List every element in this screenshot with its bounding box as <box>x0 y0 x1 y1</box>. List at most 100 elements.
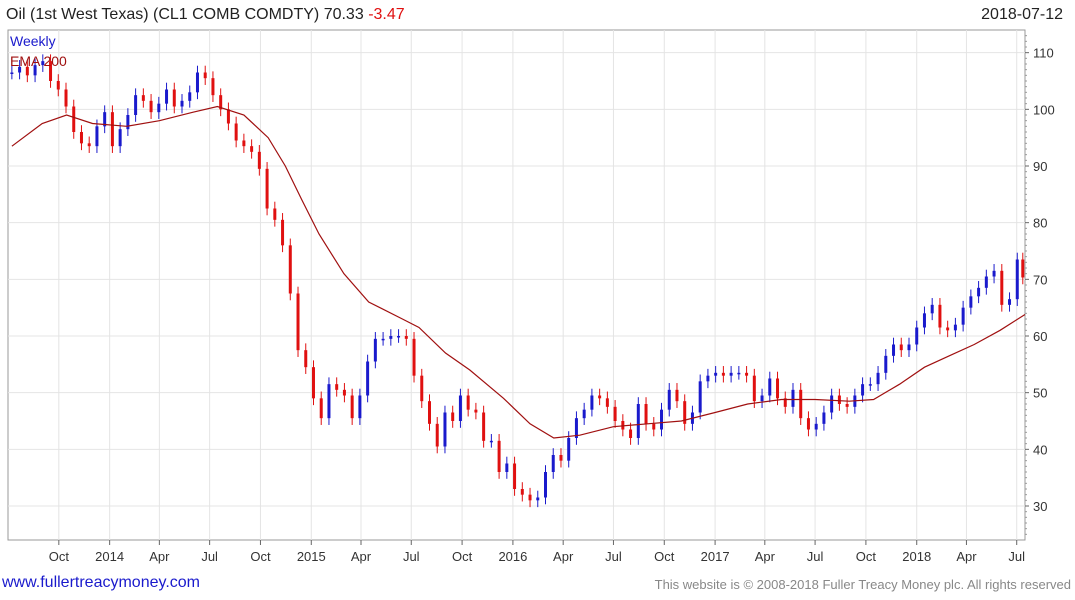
price-bar-body <box>358 395 362 419</box>
y-tick-label: 110 <box>1033 46 1054 61</box>
price-bar-body <box>435 423 439 447</box>
price-bar-body <box>273 208 277 220</box>
price-bar-body <box>56 81 60 90</box>
price-bar-body <box>458 395 462 421</box>
price-bar-body <box>203 72 207 79</box>
price-bar-body <box>188 92 192 101</box>
price-bar-body <box>64 89 68 107</box>
price-bar-body <box>10 72 14 74</box>
price-bar-body <box>783 398 787 407</box>
price-bar-body <box>87 143 91 147</box>
price-bar-body <box>544 472 548 498</box>
price-bar-body <box>660 409 664 430</box>
price-bar-body <box>667 389 671 410</box>
price-bar-body <box>706 375 710 382</box>
price-bar-body <box>33 65 37 76</box>
x-tick-label: 2015 <box>297 549 326 564</box>
y-tick-label: 80 <box>1033 216 1047 231</box>
price-bar-body <box>118 129 122 147</box>
price-bar-body <box>776 378 780 399</box>
x-tick-label: Jul <box>807 549 824 564</box>
price-bar-body <box>234 123 238 141</box>
price-bar-body <box>18 66 22 73</box>
price-bar-body <box>250 146 254 152</box>
y-tick-label: 40 <box>1033 442 1047 457</box>
price-bar-body <box>884 355 888 373</box>
x-tick-label: Oct <box>856 549 877 564</box>
price-bar-body <box>482 412 486 441</box>
price-bar-body <box>621 421 625 430</box>
price-bar-body <box>420 375 424 402</box>
legend-ema-200: EMA 200 <box>10 53 67 69</box>
price-bar-body <box>342 389 346 396</box>
price-bar-body <box>165 89 169 104</box>
x-tick-label: 2016 <box>498 549 527 564</box>
price-bar-body <box>219 95 223 110</box>
price-bar-body <box>25 66 29 76</box>
last-price: 70.33 <box>323 6 364 23</box>
price-bar-body <box>180 100 184 107</box>
x-tick-label: Jul <box>403 549 420 564</box>
price-bar-body <box>567 438 571 461</box>
plot-area <box>7 29 1026 541</box>
price-bar-body <box>598 395 602 399</box>
x-tick-label: Oct <box>452 549 473 564</box>
price-bar-body <box>915 327 919 345</box>
price-bar-body <box>79 132 83 144</box>
x-tick-label: 2017 <box>701 549 730 564</box>
price-chart: 30 40 50 60 70 80 90 100 110 Oct 2014 Apr Jul Oct 2015… <box>7 29 1055 564</box>
website-link[interactable]: www.fullertreacymoney.com <box>2 574 200 591</box>
price-bar-body <box>397 336 401 338</box>
price-bar-body <box>605 398 609 407</box>
price-bar-body <box>489 440 493 443</box>
price-bar-body <box>319 398 323 419</box>
price-bar-body <box>49 61 53 81</box>
x-tick-label: Oct <box>49 549 70 564</box>
chart-date: 2018-07-12 <box>981 6 1063 23</box>
price-bar-body <box>961 307 965 325</box>
x-tick-label: Apr <box>755 549 776 564</box>
price-bar-body <box>652 423 656 430</box>
price-bar-body <box>892 344 896 356</box>
price-bar-body <box>296 293 300 351</box>
price-bar-body <box>1000 270 1004 305</box>
price-bar-body <box>984 276 988 288</box>
copyright-notice: This website is © 2008-2018 Fuller Treac… <box>654 577 1071 592</box>
price-bar-body <box>714 372 718 376</box>
price-bar-body <box>582 409 586 419</box>
price-bar-body <box>389 336 393 339</box>
price-bar-body <box>837 395 841 404</box>
price-bar-body <box>72 106 76 132</box>
price-bar-body <box>814 423 818 430</box>
y-tick-label: 90 <box>1033 159 1047 174</box>
price-bar-body <box>806 418 810 430</box>
price-bar-body <box>226 109 230 124</box>
price-bar-body <box>613 406 617 421</box>
price-bar-body <box>157 103 161 113</box>
price-bar-body <box>381 338 385 341</box>
x-tick-label: Jul <box>605 549 622 564</box>
ema-200-line <box>11 105 1026 439</box>
y-tick-label: 30 <box>1033 499 1047 514</box>
y-tick-label: 100 <box>1033 102 1055 117</box>
price-bar-body <box>930 304 934 314</box>
price-bar-body <box>404 336 408 339</box>
price-bar-body <box>868 384 872 386</box>
price-bar-body <box>969 296 973 308</box>
price-bar-body <box>938 304 942 328</box>
price-bar-body <box>412 338 416 376</box>
price-bar-body <box>768 378 772 396</box>
y-tick-label: 50 <box>1033 386 1047 401</box>
price-bar-body <box>427 401 431 424</box>
price-bar-body <box>304 350 308 368</box>
price-bar-body <box>721 372 725 376</box>
price-bar-body <box>443 412 447 447</box>
price-bar-body <box>311 367 315 399</box>
x-tick-label: Apr <box>956 549 977 564</box>
price-bar-body <box>876 372 880 385</box>
price-bar-body <box>992 270 996 277</box>
y-tick-label: 70 <box>1033 272 1047 287</box>
x-tick-label: Oct <box>250 549 271 564</box>
x-tick-label: Jul <box>1008 549 1025 564</box>
price-bar-body <box>172 89 176 107</box>
